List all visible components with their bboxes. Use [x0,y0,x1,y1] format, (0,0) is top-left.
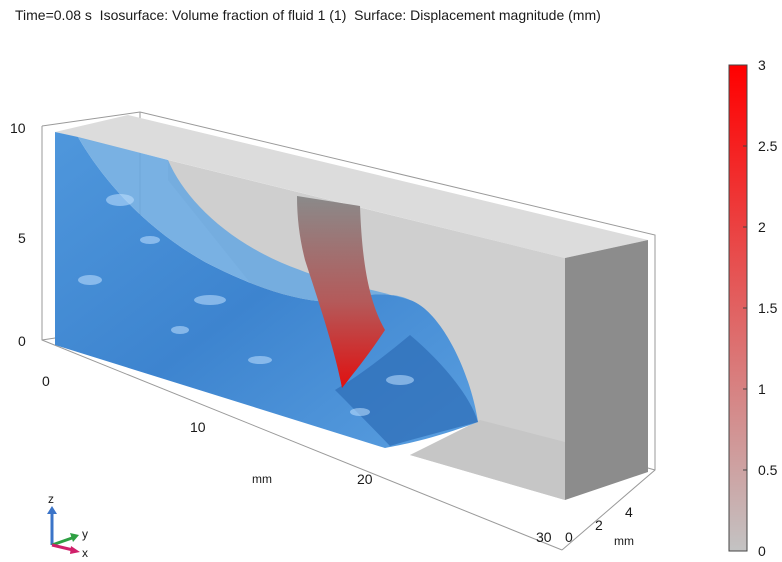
x-tick: 30 [536,529,552,545]
water-highlights [78,194,414,416]
plot-title: Time=0.08 s Isosurface: Volume fraction … [15,7,601,23]
colorbar-tick-label: 2 [758,219,766,235]
x-tick: 20 [357,471,373,487]
triad-z-label: z [48,492,54,506]
solid-end-face [565,240,648,500]
solid-bottom-ledge [410,420,565,500]
z-axis-ticks: 10 5 0 [10,120,26,349]
colorbar-tick-label: 1 [758,381,766,397]
triad-x-label: x [82,546,88,560]
x-axis-unit: mm [252,472,272,486]
x-tick: 0 [42,373,50,389]
y-tick: 0 [565,529,573,545]
colorbar-tick-label: 3 [758,57,766,73]
x-tick: 10 [190,419,206,435]
colorbar-tick-label: 2.5 [758,138,778,154]
z-tick: 10 [10,120,26,136]
z-tick: 0 [18,333,26,349]
y-tick: 4 [625,504,633,520]
water-splash [335,335,478,446]
triad-y-label: y [82,527,88,541]
axis-triad: z y x [47,492,88,560]
y-axis-unit: mm [614,534,634,548]
solid-top-face [55,115,648,258]
y-axis-ticks: 0 2 4 mm [565,504,634,548]
z-tick: 5 [18,230,26,246]
colorbar-tick-label: 1.5 [758,300,778,316]
deformed-gate [297,196,385,388]
y-tick: 2 [595,517,603,533]
water-free-surface [78,137,410,302]
x-axis-ticks: 0 10 20 30 mm [42,373,552,545]
colorbar-tick-label: 0.5 [758,462,778,478]
colorbar: 3 2.5 2 1.5 1 0.5 0 [728,57,778,559]
colorbar-tick-label: 0 [758,543,766,559]
